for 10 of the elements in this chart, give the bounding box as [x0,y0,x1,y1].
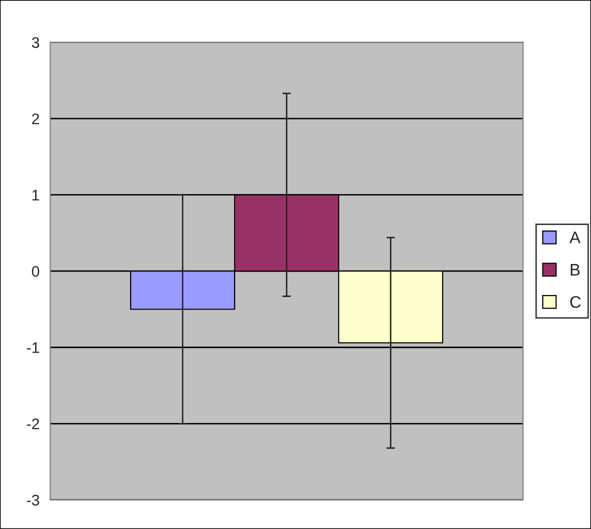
legend-label: B [570,264,580,276]
y-tick-label: 1 [32,190,40,200]
y-tick-label: -2 [26,418,40,430]
y-tick-label: -1 [26,342,40,353]
legend-label: A [569,232,581,244]
legend-label: C [570,296,581,308]
y-tick-label: 0 [32,266,40,277]
y-tick-label: 3 [32,37,40,48]
y-tick-label: 2 [32,113,40,124]
y-tick-label: -3 [26,494,40,506]
